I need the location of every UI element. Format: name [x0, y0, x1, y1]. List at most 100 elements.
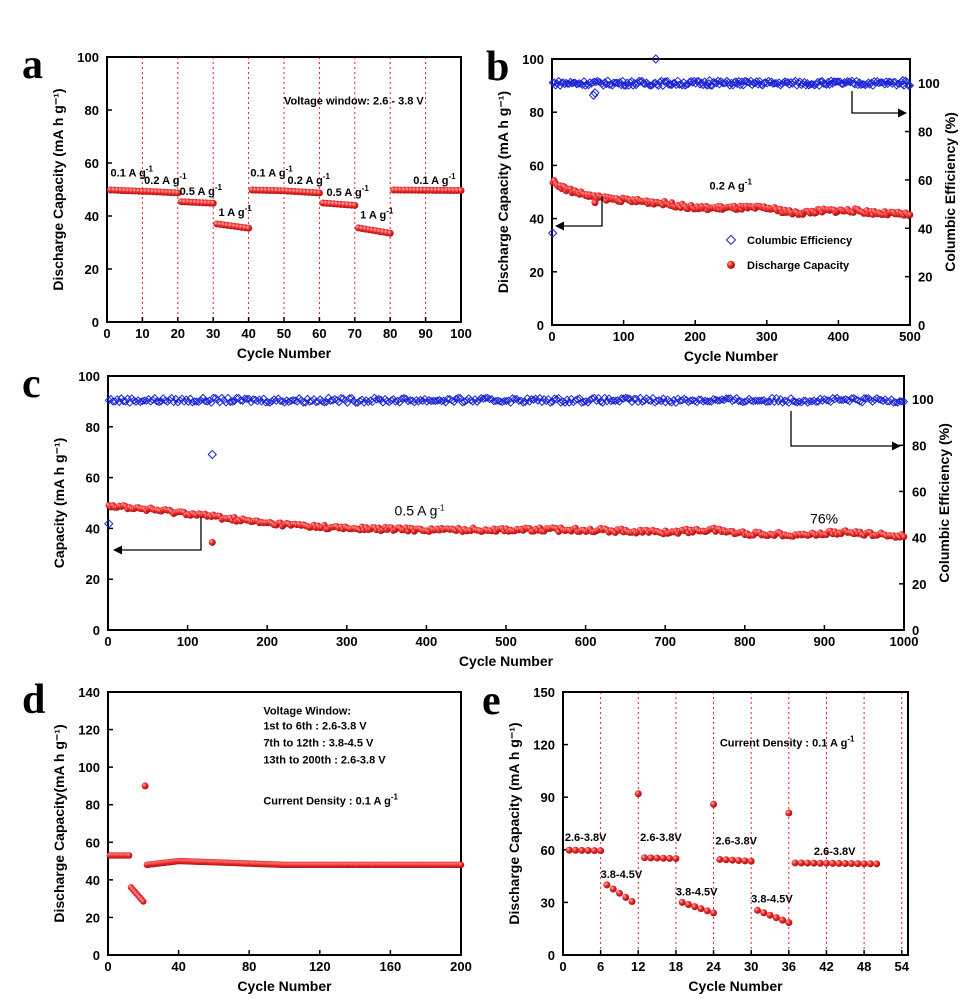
annotation: 3.8-4.5V [601, 869, 643, 881]
data-point [386, 229, 394, 237]
data-point [590, 88, 600, 98]
data-point [724, 78, 733, 87]
x-tick-label: 200 [684, 329, 706, 344]
x-axis-label: Cycle Number [688, 978, 783, 994]
data-point [475, 395, 484, 405]
data-point [697, 78, 706, 87]
x-tick-label: 54 [894, 959, 909, 974]
annotation: 2.6-3.8V [640, 832, 682, 844]
data-point [422, 397, 431, 406]
data-point [226, 397, 235, 407]
x-tick-label: 12 [631, 959, 645, 974]
data-point [175, 396, 185, 405]
data-point [148, 395, 157, 404]
data-point [778, 398, 787, 407]
data-point [841, 78, 851, 88]
data-point [887, 395, 896, 404]
data-point [293, 397, 302, 406]
data-point [615, 889, 623, 897]
y-tick-label: 150 [533, 685, 555, 700]
y-tick-label: 0 [537, 318, 544, 333]
x-tick-label: 48 [857, 959, 871, 974]
data-point [906, 211, 914, 219]
data-point [330, 394, 339, 404]
y2-tick-label: 40 [912, 531, 926, 546]
data-point [542, 396, 551, 406]
data-point [806, 80, 815, 89]
data-point [351, 201, 359, 209]
data-point [826, 76, 836, 85]
data-point [728, 856, 736, 864]
x-tick-label: 6 [597, 959, 604, 974]
data-point [299, 398, 308, 407]
data-point [716, 855, 724, 863]
data-point [441, 398, 450, 407]
y-tick-label: 80 [86, 798, 100, 813]
y2-tick-label: 20 [918, 270, 932, 285]
data-point [374, 394, 383, 403]
data-point [457, 861, 465, 869]
panel-label-d: d [22, 677, 45, 723]
data-point [888, 79, 897, 88]
data-point [898, 76, 908, 86]
y-tick-label: 100 [522, 52, 544, 67]
panel-label-b: b [486, 44, 509, 90]
data-point [457, 187, 465, 195]
data-point [583, 398, 593, 407]
annotation: 0.1 A g-1 [111, 164, 154, 179]
data-point [795, 397, 804, 406]
panel-b: b0 100 200 300 400 50002040608010002040608010… [486, 44, 958, 364]
data-point [588, 90, 599, 100]
data-point [171, 394, 180, 403]
data-point [738, 398, 747, 407]
x-tick-label: 100 [613, 329, 635, 344]
data-point [622, 893, 630, 901]
data-point [841, 395, 850, 404]
data-point [136, 397, 145, 407]
data-point [307, 396, 316, 406]
data-point [596, 397, 605, 406]
data-point [757, 396, 766, 405]
data-point [660, 77, 669, 86]
data-point [788, 396, 798, 406]
data-point [431, 396, 440, 406]
data-point [688, 396, 697, 405]
right-axis-arrow [851, 91, 907, 118]
data-point [414, 397, 423, 406]
data-point [315, 189, 323, 197]
data-point [611, 78, 620, 87]
data-point [588, 394, 597, 403]
data-point [791, 859, 799, 867]
data-point [416, 395, 425, 404]
plot-frame [107, 691, 462, 956]
y-tick-label: 40 [86, 873, 100, 888]
data-point [713, 396, 722, 405]
y-tick-label: 80 [85, 103, 99, 118]
data-point [309, 395, 318, 404]
data-point [203, 397, 212, 406]
annotation: 7th to 12th : 3.8-4.5 V [263, 737, 374, 749]
data-point [843, 396, 852, 405]
data-point [324, 393, 333, 402]
data-point [873, 860, 881, 868]
data-point [242, 394, 252, 403]
data-point [466, 396, 475, 405]
data-point [822, 859, 830, 867]
x-tick-label: 20 [171, 326, 185, 341]
y-tick-label: 20 [85, 262, 99, 277]
x-tick-label: 500 [899, 329, 921, 344]
annotation: 0.1 A g-1 [250, 164, 293, 179]
x-tick-label: 18 [669, 959, 683, 974]
data-point [481, 393, 490, 403]
data-point [868, 81, 877, 90]
annotation: 1 A g-1 [360, 207, 394, 222]
y-axis-label: Discharge Capacity (mA h g⁻¹) [506, 722, 522, 924]
x-tick-label: 300 [756, 329, 778, 344]
y-tick-label: 0 [93, 623, 100, 638]
data-point [820, 394, 829, 404]
data-point [860, 860, 868, 868]
data-point [841, 859, 849, 867]
y-tick-label: 140 [78, 685, 100, 700]
y-tick-label: 60 [86, 471, 100, 486]
data-point [150, 393, 159, 403]
